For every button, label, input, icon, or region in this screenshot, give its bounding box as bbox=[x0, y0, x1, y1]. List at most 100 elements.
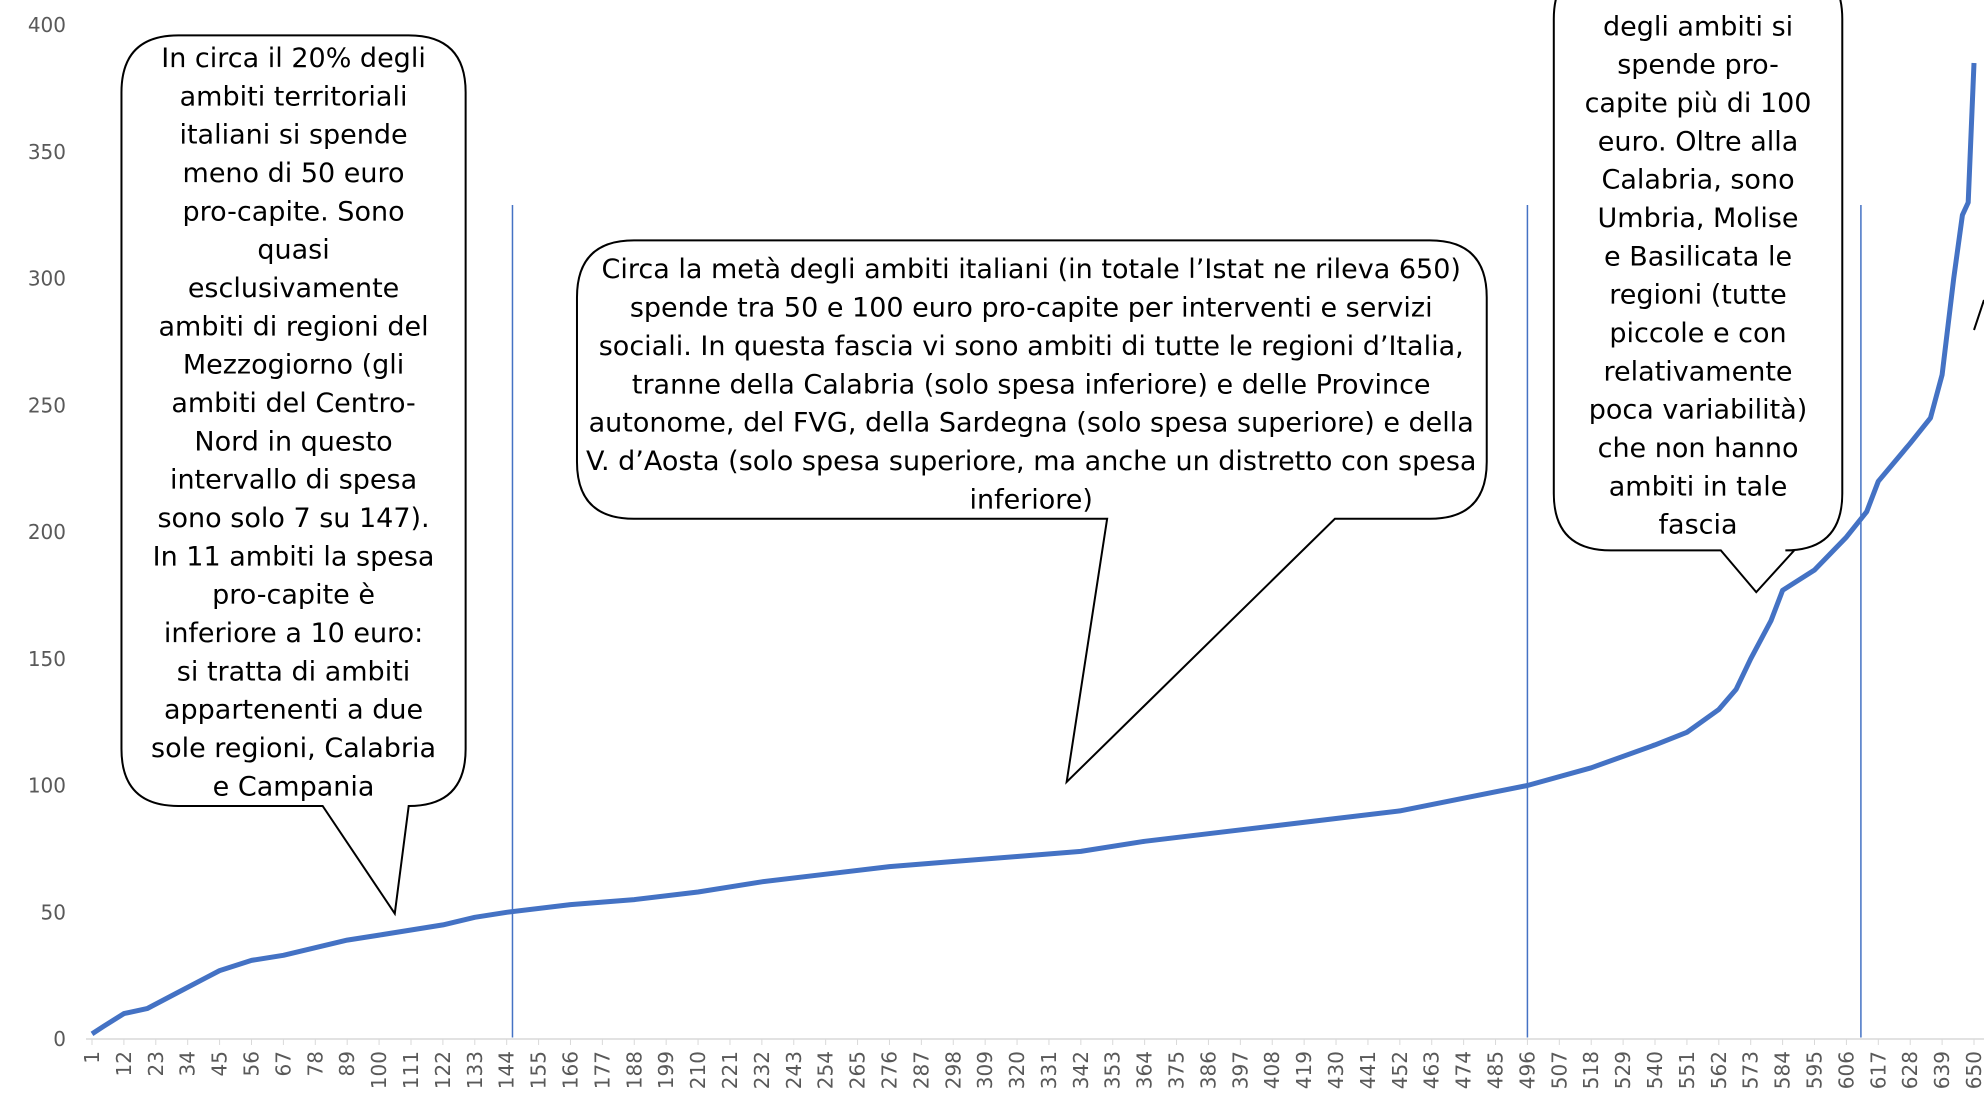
x-tick-label: 529 bbox=[1611, 1051, 1635, 1089]
x-tick-label: 78 bbox=[303, 1051, 327, 1076]
x-tick-label: 56 bbox=[239, 1051, 263, 1076]
x-tick-label: 551 bbox=[1675, 1051, 1699, 1089]
callout-text: si tratta di ambiti bbox=[177, 656, 410, 687]
x-tick-label: 254 bbox=[814, 1051, 838, 1089]
x-tick-label: 133 bbox=[463, 1051, 487, 1089]
callout-text: poca variabilità) bbox=[1589, 395, 1808, 426]
x-tick-label: 111 bbox=[399, 1051, 423, 1089]
callout-text: e Basilicata le bbox=[1604, 241, 1792, 272]
callout-text: e Campania bbox=[213, 771, 375, 802]
x-tick-label: 276 bbox=[877, 1051, 901, 1089]
callout-text: appartenenti a due bbox=[164, 695, 423, 726]
callout-box bbox=[1552, 0, 1844, 594]
x-tick-label: 408 bbox=[1260, 1051, 1284, 1089]
x-tick-label: 650 bbox=[1962, 1051, 1984, 1089]
x-tick-label: 518 bbox=[1579, 1051, 1603, 1089]
x-tick-label: 166 bbox=[558, 1051, 582, 1089]
y-tick-label: 0 bbox=[53, 1027, 66, 1051]
y-tick-label: 250 bbox=[28, 393, 66, 417]
x-tick-label: 298 bbox=[941, 1051, 965, 1089]
x-tick-label: 144 bbox=[495, 1051, 519, 1089]
x-tick-label: 397 bbox=[1228, 1051, 1252, 1089]
x-tick-label: 364 bbox=[1133, 1051, 1157, 1089]
y-tick-label: 50 bbox=[41, 900, 66, 924]
x-tick-label: 463 bbox=[1420, 1051, 1444, 1089]
x-tick-label: 309 bbox=[973, 1051, 997, 1089]
callout-text: ambiti in tale bbox=[1609, 471, 1788, 502]
callout-text: ambiti di regioni del bbox=[158, 311, 428, 342]
x-tick-label: 89 bbox=[335, 1051, 359, 1076]
x-tick-label: 584 bbox=[1771, 1051, 1795, 1089]
callout-text: ambiti del Centro- bbox=[171, 388, 415, 419]
x-tick-label: 485 bbox=[1484, 1051, 1508, 1089]
x-tick-label: 188 bbox=[622, 1051, 646, 1089]
x-tick-label: 155 bbox=[527, 1051, 551, 1089]
x-tick-label: 430 bbox=[1324, 1051, 1348, 1089]
callout-text: che non hanno bbox=[1598, 433, 1799, 464]
callout-text: In circa il 20% degli bbox=[161, 43, 426, 74]
callout-text: pro-capite è bbox=[212, 580, 375, 611]
callout-text: fascia bbox=[1659, 510, 1738, 541]
y-tick-label: 400 bbox=[28, 13, 66, 37]
callout-text: capite più di 100 bbox=[1585, 88, 1812, 119]
callout-text: sono solo 7 su 147). bbox=[157, 503, 429, 534]
x-tick-label: 606 bbox=[1834, 1051, 1858, 1089]
callout-text: autonome, del FVG, della Sardegna (solo … bbox=[589, 408, 1474, 439]
y-tick-label: 100 bbox=[28, 774, 66, 798]
callout-text: quasi bbox=[257, 235, 329, 266]
x-tick-label: 386 bbox=[1196, 1051, 1220, 1089]
callout-text: degli ambiti si bbox=[1603, 11, 1793, 42]
y-tick-label: 300 bbox=[28, 267, 66, 291]
x-tick-label: 232 bbox=[750, 1051, 774, 1089]
callout-text: relativamente bbox=[1604, 356, 1793, 387]
y-tick-label: 150 bbox=[28, 647, 66, 671]
x-tick-label: 441 bbox=[1356, 1051, 1380, 1089]
cut-callout bbox=[1973, 299, 1984, 331]
x-tick-label: 265 bbox=[846, 1051, 870, 1089]
callout-text: spende tra 50 e 100 euro pro-capite per … bbox=[630, 293, 1433, 324]
x-tick-label: 221 bbox=[718, 1051, 742, 1089]
x-tick-label: 320 bbox=[1005, 1051, 1029, 1089]
callout-text: sociali. In questa fascia vi sono ambiti… bbox=[599, 331, 1464, 362]
x-tick-label: 45 bbox=[208, 1051, 232, 1076]
x-tick-label: 199 bbox=[654, 1051, 678, 1089]
callout-text: euro. Oltre alla bbox=[1598, 126, 1799, 157]
callout-text: Nord in questo bbox=[194, 426, 392, 457]
callout-text: In 11 ambiti la spesa bbox=[153, 541, 435, 572]
callout-text: italiani si spende bbox=[179, 120, 407, 151]
callout-text: Circa la metà degli ambiti italiani (in … bbox=[602, 254, 1461, 285]
x-tick-label: 67 bbox=[271, 1051, 295, 1076]
x-tick-label: 562 bbox=[1707, 1051, 1731, 1089]
callout-text: ambiti territoriali bbox=[180, 81, 408, 112]
x-tick-label: 496 bbox=[1515, 1051, 1539, 1089]
x-tick-label: 474 bbox=[1452, 1051, 1476, 1089]
callout-text: meno di 50 euro bbox=[183, 158, 405, 189]
x-tick-label: 617 bbox=[1866, 1051, 1890, 1089]
x-tick-label: 122 bbox=[431, 1051, 455, 1089]
x-tick-label: 243 bbox=[782, 1051, 806, 1089]
x-tick-label: 353 bbox=[1101, 1051, 1125, 1089]
callout-text: esclusivamente bbox=[188, 273, 399, 304]
x-tick-label: 23 bbox=[144, 1051, 168, 1076]
x-tick-label: 628 bbox=[1898, 1051, 1922, 1089]
callout-text: pro-capite. Sono bbox=[183, 196, 405, 227]
callout-text: Mezzogiorno (gli bbox=[183, 350, 404, 381]
x-tick-label: 12 bbox=[112, 1051, 136, 1076]
x-tick-label: 177 bbox=[590, 1051, 614, 1089]
callout-text: intervallo di spesa bbox=[170, 465, 417, 496]
callout-text: regioni (tutte bbox=[1609, 280, 1787, 311]
callout-box bbox=[575, 239, 1488, 785]
callout-text: tranne della Calabria (solo spesa inferi… bbox=[632, 369, 1431, 400]
x-tick-label: 507 bbox=[1547, 1051, 1571, 1089]
callout-text: piccole e con bbox=[1609, 318, 1786, 349]
y-tick-label: 350 bbox=[28, 140, 66, 164]
callout-text: Calabria, sono bbox=[1601, 165, 1794, 196]
callout-text: inferiore) bbox=[969, 484, 1093, 515]
x-tick-label: 595 bbox=[1803, 1051, 1827, 1089]
x-tick-label: 639 bbox=[1930, 1051, 1954, 1089]
callout-text: spende pro- bbox=[1617, 50, 1779, 81]
x-tick-label: 573 bbox=[1739, 1051, 1763, 1089]
x-tick-label: 452 bbox=[1388, 1051, 1412, 1089]
callout-text: inferiore a 10 euro: bbox=[164, 618, 423, 649]
